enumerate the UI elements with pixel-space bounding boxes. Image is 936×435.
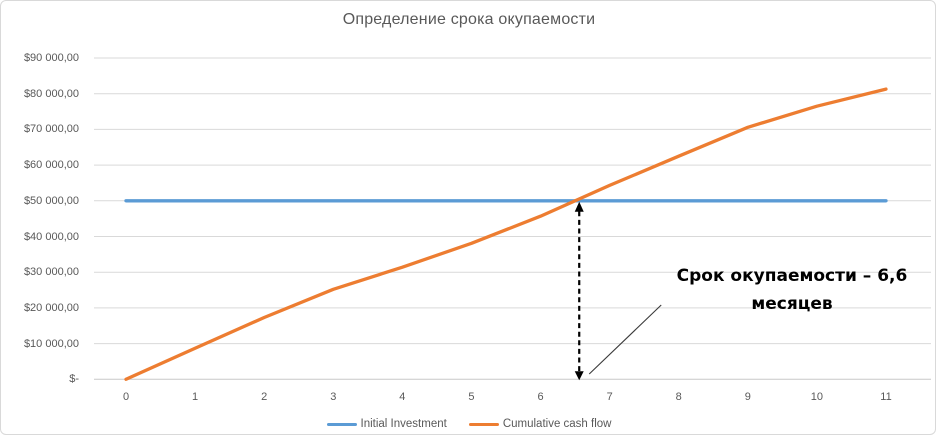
x-axis-tick-label: 0 <box>122 391 130 403</box>
x-axis-tick-label: 8 <box>675 391 682 403</box>
y-axis-tick-label: $10 000,00 <box>23 337 79 350</box>
annotation-leader-line <box>588 304 662 375</box>
payback-arrow-head-bottom-icon <box>574 371 584 381</box>
y-axis-tick-label: $80 000,00 <box>23 87 79 100</box>
y-axis-tick-label: $50 000,00 <box>23 194 79 207</box>
y-axis-tick-label: $20 000,00 <box>23 301 79 314</box>
x-axis-tick-label: 1 <box>192 391 199 403</box>
x-axis-tick-label: 4 <box>399 391 406 403</box>
y-axis-tick-label: $30 000,00 <box>23 266 79 279</box>
x-axis-tick-label: 3 <box>330 391 337 403</box>
x-axis-tick-label: 2 <box>261 391 268 403</box>
x-axis-tick-label: 6 <box>537 391 544 403</box>
payback-arrow-head-top-icon <box>574 201 584 212</box>
legend-item-initial-investment[interactable]: Initial Investment <box>326 418 447 430</box>
x-axis-tick-label: 11 <box>880 391 892 403</box>
legend-label-initial-investment: Initial Investment <box>360 418 447 430</box>
legend: Initial Investment Cumulative cash flow <box>1 414 935 434</box>
chart-title: Определение срока окупаемости <box>342 11 596 28</box>
y-axis-tick-label: $40 000,00 <box>23 230 79 243</box>
x-axis-tick-label: 9 <box>744 391 751 403</box>
legend-label-cumulative-cash-flow: Cumulative cash flow <box>502 418 612 430</box>
x-axis-tick-label: 5 <box>468 391 475 403</box>
payback-annotation: Срок окупаемости – 6,6 месяцев <box>676 266 908 315</box>
y-axis-tick-label: $- <box>69 373 79 386</box>
series-cumulative-cash-flow-line <box>124 87 888 381</box>
x-axis-tick-label: 7 <box>606 391 613 403</box>
legend-marker-cumulative-cash-flow-icon <box>468 422 499 426</box>
y-axis-tick-label: $60 000,00 <box>23 159 79 172</box>
y-axis-tick-label: $70 000,00 <box>23 123 79 136</box>
legend-item-cumulative-cash-flow[interactable]: Cumulative cash flow <box>468 418 612 430</box>
x-axis-tick-label: 10 <box>810 391 824 403</box>
y-axis-tick-label: $90 000,00 <box>23 52 79 64</box>
legend-marker-initial-investment-icon <box>326 422 357 426</box>
